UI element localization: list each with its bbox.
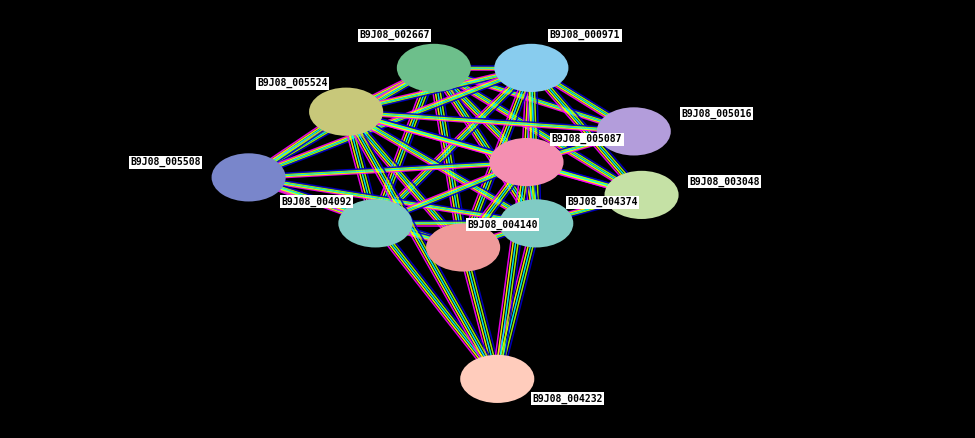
Text: B9J08_005524: B9J08_005524: [257, 78, 328, 88]
Text: B9J08_003048: B9J08_003048: [689, 177, 760, 187]
Text: B9J08_005508: B9J08_005508: [131, 157, 201, 167]
Ellipse shape: [460, 355, 534, 403]
Ellipse shape: [309, 88, 383, 136]
Text: B9J08_002667: B9J08_002667: [360, 30, 430, 40]
Text: B9J08_004092: B9J08_004092: [282, 196, 352, 207]
Ellipse shape: [397, 44, 471, 92]
Ellipse shape: [597, 107, 671, 155]
Text: B9J08_005016: B9J08_005016: [682, 109, 752, 119]
Ellipse shape: [212, 153, 286, 201]
Ellipse shape: [494, 44, 568, 92]
Ellipse shape: [426, 223, 500, 272]
Ellipse shape: [338, 199, 412, 247]
Text: B9J08_000971: B9J08_000971: [550, 30, 620, 40]
Text: B9J08_004374: B9J08_004374: [567, 197, 638, 208]
Ellipse shape: [489, 138, 564, 186]
Text: B9J08_005087: B9J08_005087: [552, 134, 622, 145]
Text: B9J08_004140: B9J08_004140: [467, 219, 537, 230]
Ellipse shape: [604, 171, 679, 219]
Text: B9J08_004232: B9J08_004232: [532, 393, 603, 404]
Ellipse shape: [499, 199, 573, 247]
